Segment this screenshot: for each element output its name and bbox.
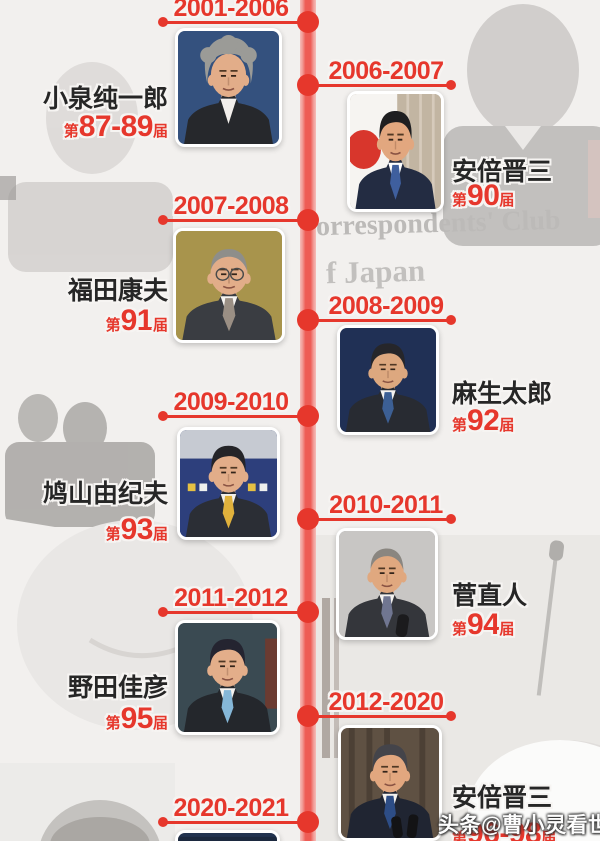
connector-end-dot	[446, 315, 456, 325]
pm-name-label: 安倍晋三	[452, 158, 553, 186]
pm-name-label: 安倍晋三	[452, 784, 553, 812]
connector-end-dot	[446, 514, 456, 524]
pm-term-label: 第 87-89 届	[63, 110, 168, 143]
connector-end-dot	[158, 607, 168, 617]
pm-photo	[347, 91, 444, 212]
pm-name-label: 福田康夫	[67, 277, 168, 305]
pm-name-label: 菅直人	[452, 582, 528, 610]
pm-photo	[177, 427, 280, 540]
pm-photo	[175, 620, 280, 735]
term-years-label: 2008-2009	[328, 292, 444, 320]
connector-line	[162, 821, 308, 824]
pm-photo	[175, 28, 282, 147]
term-years-label: 2011-2012	[174, 584, 288, 612]
term-years-label: 2020-2021	[173, 794, 289, 822]
term-years-label: 2006-2007	[328, 57, 444, 85]
timeline-dot	[297, 11, 319, 33]
pm-term-label: 第 95 届	[105, 702, 168, 735]
connector-end-dot	[158, 411, 168, 421]
term-years-label: 2010-2011	[329, 491, 443, 519]
timeline-dot	[297, 811, 319, 833]
connector-line	[308, 319, 451, 322]
timeline-dot	[297, 309, 319, 331]
pm-term-label: 第 91 届	[105, 304, 168, 337]
connector-line	[162, 219, 308, 222]
timeline-dot	[297, 405, 319, 427]
background-photo-bottom-left	[0, 763, 175, 841]
watermark: 头条@曹小灵看世界	[438, 814, 600, 837]
timeline-dot	[297, 705, 319, 727]
connector-end-dot	[158, 817, 168, 827]
connector-line	[308, 715, 451, 718]
connector-end-dot	[158, 215, 168, 225]
pm-name-label: 野田佳彦	[67, 674, 168, 702]
pm-name-label: 鸠山由纪夫	[42, 480, 168, 508]
pm-photo	[175, 830, 280, 841]
timeline-dot	[297, 74, 319, 96]
pm-term-label: 第 90 届	[452, 179, 515, 212]
connector-line	[162, 611, 308, 614]
term-years-label: 2001-2006	[173, 0, 289, 22]
pm-photo	[173, 228, 285, 343]
pm-photo	[338, 725, 442, 841]
background-photo-mid-left	[5, 394, 155, 527]
background-photo-top-right	[443, 4, 600, 246]
connector-end-dot	[446, 80, 456, 90]
connector-end-dot	[158, 17, 168, 27]
pm-photo	[337, 325, 439, 435]
pm-term-label: 第 92 届	[452, 404, 515, 437]
timeline-dot	[297, 508, 319, 530]
connector-line	[162, 415, 308, 418]
term-years-label: 2007-2008	[173, 192, 289, 220]
pm-photo	[336, 528, 438, 640]
term-years-label: 2012-2020	[328, 688, 444, 716]
term-years-label: 2009-2010	[173, 388, 289, 416]
timeline-dot	[297, 601, 319, 623]
pm-term-label: 第 93 届	[105, 513, 168, 546]
pm-name-label: 麻生太郎	[452, 380, 553, 408]
background-photo-top-left	[0, 62, 173, 272]
connector-line	[308, 84, 451, 87]
connector-line	[308, 518, 451, 521]
pm-term-label: 第 94 届	[452, 608, 515, 641]
pm-term-label: 第 96-98 届	[452, 817, 557, 841]
connector-line	[162, 21, 308, 24]
pm-name-label: 小泉纯一郎	[42, 85, 168, 113]
timeline-dot	[297, 209, 319, 231]
connector-end-dot	[446, 711, 456, 721]
